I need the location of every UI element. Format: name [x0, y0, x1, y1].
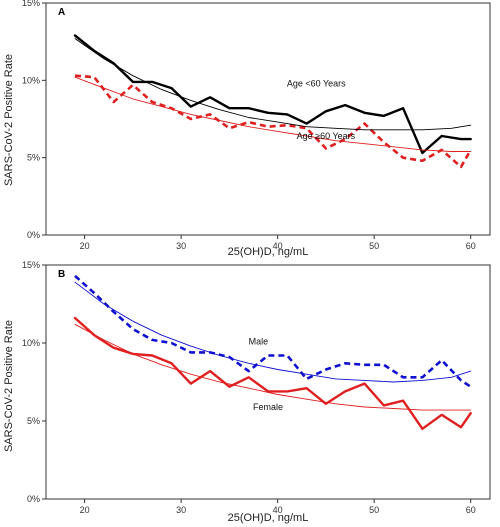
x-tick-label: 50 — [369, 241, 379, 251]
y-tick-label: 15% — [22, 260, 40, 270]
x-tick-label: 60 — [466, 505, 476, 515]
y-tick-label: 10% — [22, 338, 40, 348]
y-tick-label: 10% — [22, 75, 40, 85]
y-tick-label: 5% — [27, 416, 40, 426]
x-tick-label: 20 — [80, 505, 90, 515]
panel-a: A 20 30 40 50 60 0% 5% 10% 15% 25(OH)D, ng/mL Age <… — [22, 0, 491, 258]
series-line-age-60-years-fit — [74, 76, 472, 152]
x-tick-label: 20 — [80, 241, 90, 251]
series-line-age-60-years — [74, 74, 472, 169]
x-tick-label: 40 — [273, 505, 283, 515]
series-line-age-60-years — [73, 34, 472, 155]
annotation-male: Male — [249, 337, 269, 347]
x-axis-label: 25(OH)D, ng/mL — [228, 246, 309, 258]
series-line-male — [74, 274, 472, 388]
y-axis-label-top: SARS-CoV-2 Positive Rate — [3, 54, 15, 186]
x-axis-label: 25(OH)D, ng/mL — [228, 512, 309, 524]
y-axis-label-bottom: SARS-CoV-2 Positive Rate — [3, 320, 15, 452]
x-tick-label: 50 — [369, 505, 379, 515]
plot-frame — [45, 264, 491, 500]
panel-b: B 20 30 40 50 60 0% 5% 10% 15% 25(OH)D, ng/mL Male F… — [22, 260, 491, 524]
x-tick-label: 60 — [466, 241, 476, 251]
series-line-female — [73, 316, 472, 430]
series-line-age-60-years-fit — [74, 38, 472, 131]
y-tick-label: 0% — [27, 494, 40, 504]
x-tick-label: 40 — [273, 241, 283, 251]
series-line-male-fit — [74, 281, 472, 383]
plot-frame — [45, 2, 491, 236]
x-tick-label: 30 — [176, 505, 186, 515]
annotation-age-60-years: Age ≥60 Years — [297, 131, 356, 141]
y-tick-label: 5% — [27, 153, 40, 163]
series-line-female-fit — [74, 323, 472, 411]
annotation-female: Female — [253, 402, 283, 412]
annotation-age-60-years: Age <60 Years — [287, 79, 346, 89]
panel-label: B — [58, 269, 65, 280]
panel-label: A — [58, 7, 65, 18]
x-tick-label: 30 — [176, 241, 186, 251]
y-tick-label: 15% — [22, 0, 40, 8]
y-tick-label: 0% — [27, 230, 40, 240]
